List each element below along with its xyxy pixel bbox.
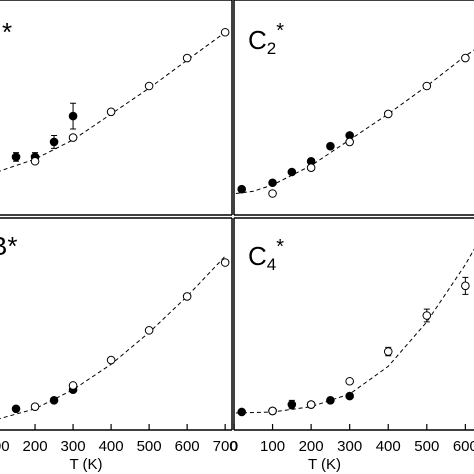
filled-point: [287, 167, 297, 177]
open-point: [68, 381, 78, 390]
x-axis-label: T (K): [69, 456, 102, 473]
open-point: [182, 53, 192, 63]
fit-curve: [235, 49, 474, 194]
label-sub: 4: [267, 255, 276, 274]
x-tick-label: 700: [213, 438, 238, 455]
open-point: [268, 406, 277, 416]
x-tick-label: 200: [23, 438, 48, 455]
open-point: [422, 311, 432, 320]
label-sup: *: [276, 236, 284, 258]
x-tick-label: 500: [414, 438, 439, 455]
x-tick-label: 400: [99, 438, 124, 455]
label-main: C: [248, 25, 267, 55]
label-sup: *: [276, 20, 284, 42]
filled-point: [345, 391, 354, 401]
fit-curve: [235, 248, 474, 414]
panel-label: B*: [0, 231, 17, 261]
open-point: [144, 81, 154, 91]
open-point: [306, 163, 316, 172]
filled-point: [68, 111, 78, 121]
open-point: [422, 81, 432, 91]
open-point: [220, 27, 230, 37]
open-point: [345, 376, 354, 386]
label-main: C: [248, 241, 267, 271]
open-point: [268, 189, 277, 198]
open-point: [106, 355, 116, 365]
x-tick-label: 0: [230, 438, 238, 455]
open-point: [106, 107, 116, 117]
open-point: [220, 258, 230, 267]
filled-point: [11, 404, 21, 414]
filled-point: [237, 407, 247, 417]
x-tick-label: 600: [453, 438, 474, 455]
filled-point: [49, 137, 59, 147]
open-point: [30, 156, 40, 166]
panel-label: *: [2, 17, 12, 47]
filled-point: [268, 178, 277, 188]
open-point: [345, 137, 354, 147]
filled-point: [237, 184, 247, 194]
panel-label: C4*: [248, 236, 284, 274]
x-tick-label: 400: [376, 438, 401, 455]
open-point: [306, 400, 316, 409]
filled-point: [326, 396, 335, 405]
filled-point: [11, 152, 21, 162]
x-tick-label: 600: [175, 438, 200, 455]
fit-curve: [0, 31, 226, 172]
x-axis-label: T (K): [308, 456, 341, 473]
open-point: [144, 326, 154, 335]
panel-label: C2*: [248, 20, 284, 58]
x-tick-label: 300: [61, 438, 86, 455]
filled-point: [326, 141, 335, 151]
label-sub: 2: [267, 39, 276, 58]
filled-point: [49, 396, 59, 405]
open-point: [30, 402, 40, 411]
open-point: [383, 109, 393, 119]
x-tick-label: 100: [260, 438, 285, 455]
x-tick-label: 500: [137, 438, 162, 455]
x-tick-label: 300: [337, 438, 362, 455]
open-point: [182, 292, 192, 301]
filled-point: [287, 400, 297, 409]
open-point: [68, 133, 78, 142]
x-tick-label: 100: [0, 438, 10, 455]
fit-curve: [0, 255, 226, 420]
open-point: [383, 347, 393, 356]
x-tick-label: 200: [299, 438, 324, 455]
open-point: [461, 53, 470, 63]
open-point: [461, 281, 470, 291]
